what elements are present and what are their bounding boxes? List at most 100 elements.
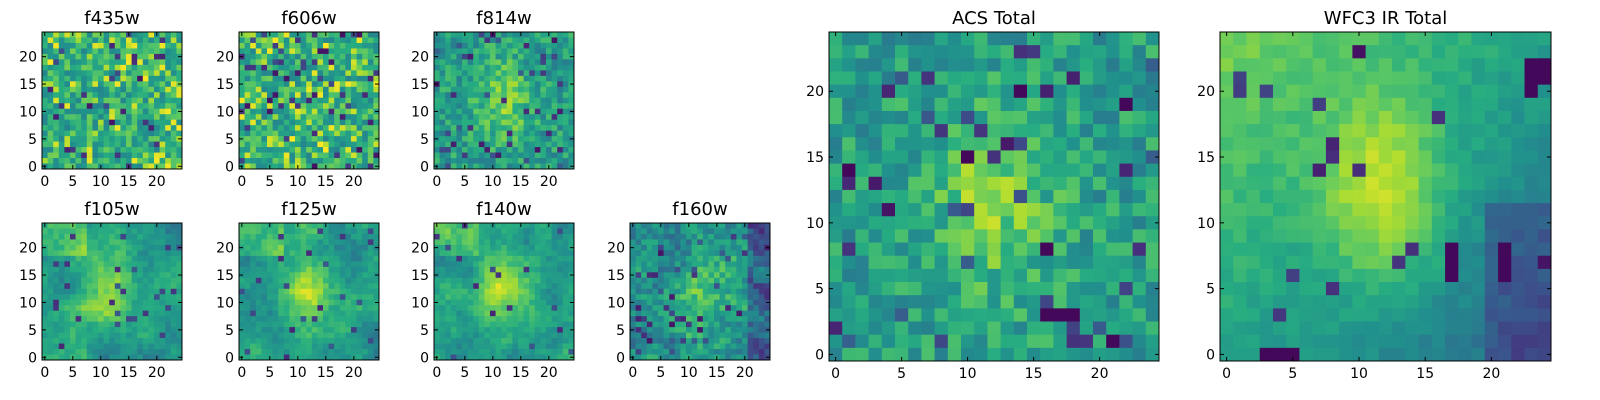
heatmap-cell xyxy=(126,141,132,148)
heatmap-cell xyxy=(490,92,496,99)
heatmap-cell xyxy=(669,277,676,284)
heatmap-cell xyxy=(42,130,48,137)
heatmap-cell xyxy=(165,338,172,344)
heatmap-cell xyxy=(86,152,93,159)
heatmap-cell xyxy=(311,147,318,153)
heatmap-cell xyxy=(170,114,177,121)
heatmap-cell xyxy=(540,86,547,93)
heatmap-cell xyxy=(518,42,524,49)
heatmap-cell xyxy=(747,354,754,361)
heatmap-cell xyxy=(501,37,508,44)
heatmap-cell xyxy=(148,114,155,121)
heatmap-cell xyxy=(92,37,99,44)
heatmap-cell xyxy=(165,103,172,110)
heatmap-cell xyxy=(75,332,82,339)
heatmap-cell xyxy=(641,349,648,355)
heatmap-cell xyxy=(109,239,116,246)
heatmap-cell xyxy=(529,64,536,71)
heatmap-cell xyxy=(674,255,681,262)
heatmap-cell xyxy=(456,119,463,126)
heatmap-cell xyxy=(534,42,541,49)
heatmap-cell xyxy=(47,294,54,301)
heatmap-cell xyxy=(434,343,440,350)
heatmap-cell xyxy=(1145,137,1160,151)
heatmap-cell xyxy=(92,223,99,229)
heatmap-cell xyxy=(47,125,54,132)
heatmap-cell xyxy=(148,261,155,268)
heatmap-cell xyxy=(445,305,452,312)
heatmap-cell xyxy=(557,299,564,306)
heatmap-cell xyxy=(462,125,468,132)
heatmap-cell xyxy=(730,327,737,333)
heatmap-cell xyxy=(652,310,659,317)
heatmap-cell xyxy=(70,332,76,339)
heatmap-cell xyxy=(81,103,88,110)
heatmap-cell xyxy=(495,32,502,38)
heatmap-cell xyxy=(323,130,329,137)
heatmap-cell xyxy=(272,70,279,77)
heatmap-cell xyxy=(462,305,468,312)
heatmap-cell xyxy=(714,266,720,273)
heatmap-cell xyxy=(540,103,547,110)
heatmap-cell xyxy=(546,283,552,290)
heatmap-cell xyxy=(987,110,1001,125)
heatmap-cell xyxy=(142,233,149,240)
heatmap-cell xyxy=(306,130,313,137)
heatmap-cell xyxy=(70,119,76,126)
heatmap-cell xyxy=(523,343,530,350)
heatmap-cell xyxy=(159,223,166,229)
heatmap-cell xyxy=(450,70,457,77)
heatmap-cell xyxy=(551,233,558,240)
heatmap-cell xyxy=(255,92,262,99)
heatmap-cell xyxy=(70,86,76,93)
heatmap-cell xyxy=(255,64,262,71)
heatmap-cell xyxy=(137,53,144,60)
heatmap-cell xyxy=(635,244,642,251)
heatmap-cell xyxy=(300,147,307,153)
heatmap-cell xyxy=(278,141,285,148)
heatmap-cell xyxy=(495,294,502,301)
heatmap-cell xyxy=(311,332,318,339)
heatmap-cell xyxy=(317,64,324,71)
heatmap-cell xyxy=(306,228,313,235)
heatmap-cell xyxy=(473,332,480,339)
heatmap-cell xyxy=(373,86,380,93)
heatmap-cell xyxy=(267,228,273,235)
heatmap-cell xyxy=(467,53,474,60)
heatmap-cell xyxy=(523,310,530,317)
heatmap-cell xyxy=(551,310,558,317)
heatmap-cell xyxy=(306,305,313,312)
heatmap-cell xyxy=(714,250,720,257)
heatmap-cell xyxy=(473,349,480,355)
heatmap-cell xyxy=(1079,110,1094,125)
heatmap-cell xyxy=(42,70,48,77)
heatmap-cell xyxy=(736,288,743,295)
heatmap-cell xyxy=(495,92,502,99)
heatmap-cell xyxy=(434,255,440,262)
heatmap-cell xyxy=(490,294,496,301)
heatmap-cell xyxy=(568,97,575,104)
heatmap-cell xyxy=(562,37,569,44)
heatmap-cell xyxy=(1013,58,1028,72)
heatmap-cell xyxy=(512,147,519,153)
x-tick-label: 20 xyxy=(540,365,558,381)
heatmap-cell xyxy=(546,321,552,328)
heatmap-cell xyxy=(239,294,245,301)
heatmap-cell xyxy=(961,110,975,125)
heatmap-cell xyxy=(261,223,268,229)
heatmap-cell xyxy=(317,250,324,257)
heatmap-cell xyxy=(484,108,491,115)
heatmap-cell xyxy=(255,86,262,93)
heatmap-cell xyxy=(557,64,564,71)
heatmap-cell xyxy=(126,266,132,273)
heatmap-cell xyxy=(540,119,547,126)
heatmap-cell xyxy=(658,343,664,350)
heatmap-cell xyxy=(529,277,536,284)
heatmap-cell xyxy=(523,125,530,132)
heatmap-cell xyxy=(47,261,54,268)
heatmap-cell xyxy=(267,250,273,257)
heatmap-cell xyxy=(921,189,935,204)
heatmap-cell xyxy=(881,216,896,230)
heatmap-cell xyxy=(53,119,60,126)
